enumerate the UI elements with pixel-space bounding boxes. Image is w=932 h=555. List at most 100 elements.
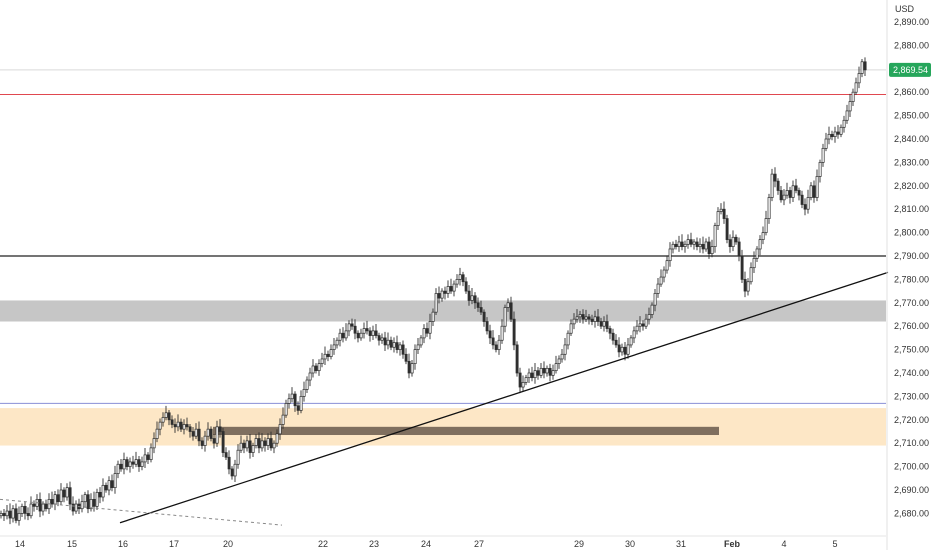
candle-body <box>89 499 93 510</box>
candle <box>263 437 267 452</box>
candle <box>587 314 591 325</box>
candle <box>410 360 414 377</box>
y-tick-label: 2,860.00 <box>894 87 929 97</box>
candle-body <box>98 491 102 498</box>
candle-body <box>674 243 678 247</box>
candle-body <box>665 260 669 271</box>
candle <box>509 296 513 322</box>
dashed-trendline[interactable] <box>0 498 283 526</box>
y-tick-label: 2,800.00 <box>894 228 929 238</box>
candle <box>767 193 771 224</box>
candle-body <box>446 286 450 294</box>
candle <box>446 280 450 298</box>
candle <box>734 234 738 245</box>
x-tick-label: 27 <box>474 539 484 549</box>
candle-body <box>626 344 630 355</box>
candle-body <box>632 330 636 339</box>
candle <box>707 236 711 259</box>
candle-body <box>524 377 528 383</box>
candle <box>212 434 216 449</box>
candle-body <box>467 290 471 301</box>
x-tick-label: 17 <box>169 539 179 549</box>
x-tick-label: 14 <box>15 539 25 549</box>
candle <box>50 491 54 508</box>
candle-body <box>827 133 831 140</box>
candle-body <box>515 344 519 374</box>
candle-body <box>50 499 54 505</box>
candle-body <box>485 321 489 332</box>
candle <box>188 424 192 438</box>
candle-body <box>365 328 369 332</box>
candle <box>326 350 330 362</box>
candle-body <box>416 344 420 350</box>
candle <box>761 226 765 245</box>
candle <box>716 207 720 231</box>
candle <box>134 451 138 468</box>
candle-body <box>779 190 783 201</box>
candle <box>26 507 30 521</box>
candle <box>86 490 90 514</box>
candle <box>617 337 621 358</box>
candle-body <box>167 412 171 421</box>
candle-body <box>725 218 729 240</box>
brown-band[interactable] <box>213 426 719 436</box>
gray-zone[interactable] <box>0 300 886 322</box>
candle-body <box>209 428 213 439</box>
y-tick-label: 2,820.00 <box>894 181 929 191</box>
candle <box>230 466 234 480</box>
y-tick-label: 2,850.00 <box>894 111 929 121</box>
candle-body <box>488 330 492 339</box>
candle-body <box>26 513 30 517</box>
candle <box>569 319 573 337</box>
y-tick-label: 2,720.00 <box>894 415 929 425</box>
candle <box>527 368 531 383</box>
x-tick-label: 4 <box>781 539 786 549</box>
candle <box>371 325 375 341</box>
candle <box>89 493 93 512</box>
candle-body <box>464 281 468 292</box>
candle-body <box>152 438 156 449</box>
candle <box>314 363 318 374</box>
candle-body <box>440 290 444 299</box>
candle <box>608 325 612 340</box>
candle <box>173 418 177 433</box>
candle-body <box>782 194 786 201</box>
candle-body <box>194 428 198 437</box>
candle-body <box>101 484 105 498</box>
candle <box>578 310 582 323</box>
candle-body <box>191 431 195 437</box>
candle-body <box>212 438 216 444</box>
candle <box>176 414 180 432</box>
candle <box>182 419 186 435</box>
candle <box>32 500 36 512</box>
candle-body <box>494 344 498 350</box>
candle <box>824 132 828 152</box>
candle-body <box>587 316 591 320</box>
candle <box>275 429 279 447</box>
candle-body <box>641 323 645 327</box>
candle <box>731 230 735 252</box>
candle <box>464 277 468 294</box>
y-tick-label: 2,750.00 <box>894 345 929 355</box>
candle <box>323 346 327 366</box>
candle <box>719 203 723 215</box>
candle-body <box>179 421 183 430</box>
candle <box>440 288 444 302</box>
candle-body <box>773 173 777 182</box>
candle-body <box>443 290 447 294</box>
candle <box>641 320 645 331</box>
candle-body <box>284 403 288 416</box>
overlays-layer <box>0 271 889 526</box>
candle-body <box>317 363 321 372</box>
ascending-trendline[interactable] <box>119 271 889 524</box>
candle-body <box>41 503 45 512</box>
candle-body <box>833 131 837 138</box>
current-price-badge[interactable]: 2,869.54 <box>889 62 931 77</box>
candle <box>779 186 783 203</box>
candle <box>689 232 693 248</box>
candle-body <box>776 180 780 191</box>
candle-body <box>785 190 789 196</box>
candle <box>395 335 399 354</box>
